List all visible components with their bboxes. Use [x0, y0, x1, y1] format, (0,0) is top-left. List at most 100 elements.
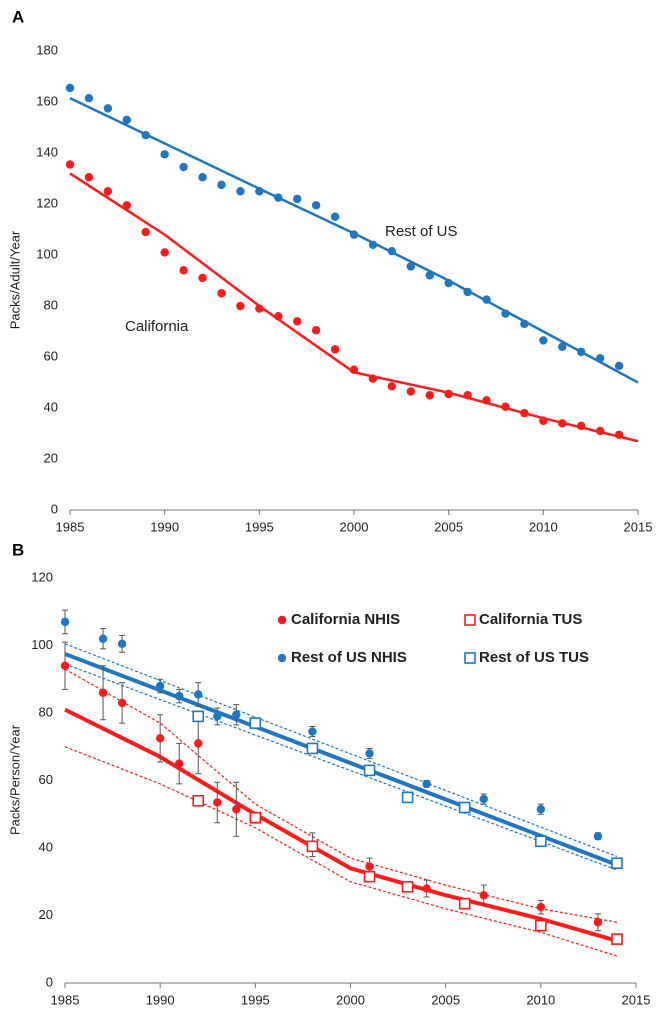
point	[117, 698, 127, 708]
trend-line	[69, 172, 639, 443]
point	[363, 870, 376, 883]
legend-marker	[277, 615, 287, 625]
y-tick-label: 120	[36, 195, 58, 210]
trend-line	[64, 643, 618, 857]
y-tick-label: 0	[51, 501, 58, 516]
y-tick-label: 60	[39, 772, 53, 787]
legend-marker	[277, 653, 287, 663]
point	[217, 180, 226, 190]
x-tick-label: 2015	[622, 992, 651, 1007]
point	[365, 862, 374, 871]
point	[482, 396, 491, 405]
point	[479, 794, 488, 804]
point	[192, 710, 205, 723]
x-tick-label: 1995	[245, 519, 274, 534]
point	[249, 717, 262, 729]
point	[155, 681, 165, 691]
point	[198, 173, 207, 182]
point	[293, 194, 302, 204]
point	[365, 749, 374, 758]
point	[422, 884, 431, 893]
point	[536, 902, 546, 912]
point	[122, 201, 131, 210]
y-tick-label: 80	[39, 704, 53, 719]
point	[293, 317, 302, 326]
y-tick-label: 100	[36, 246, 58, 261]
point	[255, 187, 264, 196]
point	[535, 919, 547, 932]
point	[463, 391, 472, 400]
legend-marker	[464, 652, 476, 664]
point	[249, 811, 262, 824]
y-tick-label: 60	[44, 348, 58, 363]
point	[141, 130, 150, 140]
point	[368, 240, 378, 249]
point	[122, 115, 131, 125]
point	[387, 246, 397, 256]
point	[236, 301, 245, 311]
trend-line	[64, 746, 618, 957]
legend-label: Rest of US TUS	[479, 649, 589, 666]
point	[611, 857, 623, 869]
trend-line	[69, 97, 639, 384]
point	[425, 271, 434, 280]
point	[368, 374, 378, 383]
point	[558, 419, 567, 428]
x-tick-label: 2000	[340, 519, 369, 534]
point	[614, 361, 624, 371]
y-axis-label: Packs/Person/Year	[7, 724, 22, 835]
y-axis-label: Packs/Adult/Year	[7, 230, 22, 329]
point	[422, 779, 431, 789]
point	[330, 212, 340, 221]
y-tick-label: 40	[44, 399, 58, 414]
x-tick-label: 1985	[56, 519, 85, 534]
point	[311, 201, 321, 210]
panel-label: A	[12, 7, 24, 26]
point	[593, 918, 603, 927]
point	[363, 764, 376, 777]
panel-label: B	[12, 540, 24, 559]
point	[255, 304, 264, 313]
point	[311, 326, 321, 335]
point	[536, 804, 546, 814]
point	[401, 881, 414, 893]
x-tick-label: 2015	[624, 519, 653, 534]
point	[535, 835, 547, 848]
point	[458, 801, 471, 814]
point	[194, 690, 203, 699]
point	[213, 712, 222, 721]
legend-label: California TUS	[479, 611, 582, 628]
point	[155, 734, 165, 743]
point	[117, 639, 127, 649]
trend-line	[64, 663, 618, 871]
point	[306, 742, 319, 755]
point	[306, 840, 319, 853]
y-tick-label: 20	[39, 907, 53, 922]
point	[401, 791, 414, 804]
point	[387, 382, 397, 391]
point	[577, 347, 586, 357]
point	[103, 187, 113, 196]
point	[520, 319, 529, 329]
x-tick-label: 1985	[51, 992, 80, 1007]
legend-label: California NHIS	[291, 611, 400, 628]
point	[406, 387, 415, 396]
y-tick-label: 140	[36, 144, 58, 159]
point	[194, 739, 203, 748]
point	[501, 309, 510, 318]
y-tick-label: 120	[31, 569, 53, 584]
trend-line	[64, 707, 618, 943]
point	[65, 83, 75, 93]
y-tick-label: 20	[44, 450, 58, 465]
point	[103, 104, 113, 113]
y-tick-label: 160	[36, 93, 58, 108]
point	[520, 408, 529, 418]
point	[444, 389, 453, 399]
point	[349, 230, 359, 239]
point	[308, 727, 317, 736]
point	[274, 312, 283, 321]
x-tick-label: 2005	[434, 519, 463, 534]
point	[198, 273, 207, 283]
trend-line	[64, 652, 618, 867]
